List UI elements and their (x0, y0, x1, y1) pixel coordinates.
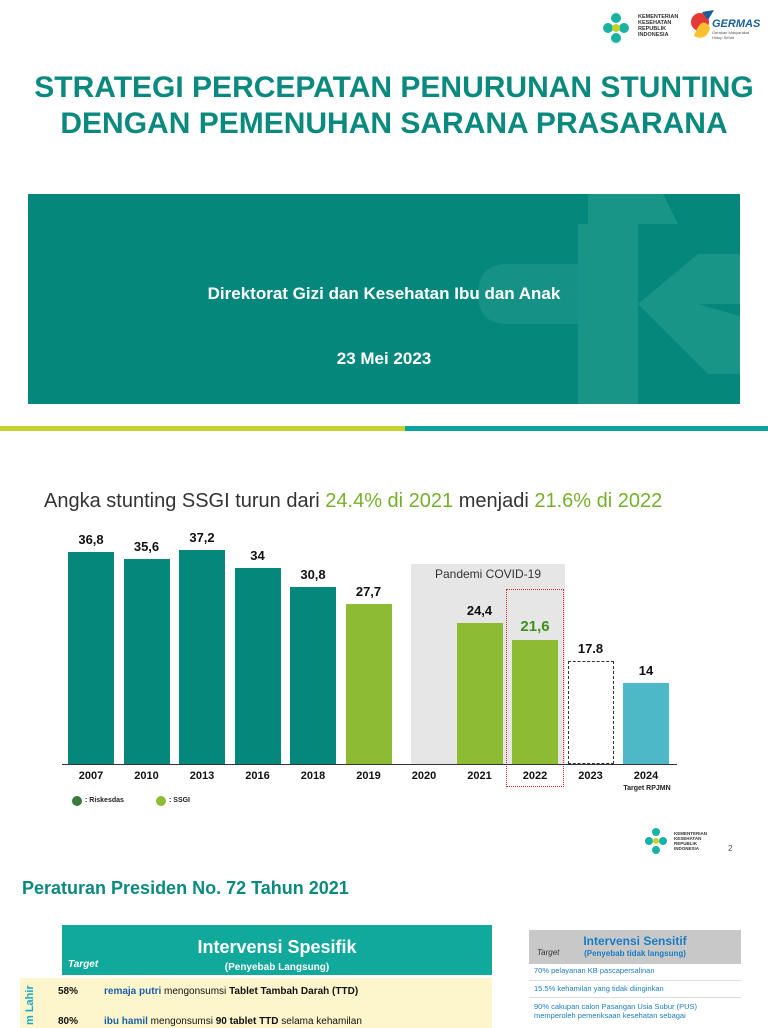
divider-stripe-teal (405, 426, 768, 431)
data-label: 35,6 (133, 538, 160, 554)
kemenkes-watermark-icon (478, 194, 740, 404)
x-tick-label: 2024 (633, 770, 659, 782)
kemenkes-logo (603, 13, 629, 43)
page-title: STRATEGI PERCEPATAN PENURUNAN STUNTING D… (20, 70, 768, 142)
kemenkes-footer-logo-text: KEMENTERIAN KESEHATAN REPUBLIK INDONESIA (674, 831, 708, 851)
bar (123, 558, 170, 764)
legend-label-ssgi: : SSGI (169, 797, 191, 804)
row-tail: selama kehamilan (278, 1016, 362, 1027)
sensitive-intervention-subtitle: (Penyebab tidak langsung) (584, 949, 686, 958)
germas-logo (691, 10, 714, 38)
legend-marker-riskesdas (72, 796, 82, 806)
covid-period-shade (411, 564, 565, 764)
title-line-1: STRATEGI PERCEPATAN PENURUNAN STUNTING (34, 71, 754, 104)
x-tick-label: 2010 (134, 770, 159, 782)
perpres-title: Peraturan Presiden No. 72 Tahun 2021 (22, 878, 349, 898)
bar (290, 586, 336, 764)
row-item: Tablet Tambah Darah (TTD) (229, 986, 359, 997)
specific-intervention-title: Intervensi Spesifik (197, 937, 357, 957)
bar (68, 552, 114, 764)
sensitive-intervention-header: Intervensi Sensitif (Penyebab tidak lang… (529, 930, 741, 964)
x-tick-label: 2016 (245, 770, 270, 782)
row-divider (529, 997, 741, 998)
sensitive-target-label: Target (537, 948, 560, 957)
specific-row: 58% remaja putri mengonsumsi Tablet Tamba… (58, 986, 358, 997)
data-label: 27,7 (355, 584, 382, 600)
headline-middle: menjadi (453, 490, 535, 512)
specific-intervention-body (20, 978, 492, 1028)
x-tick-label: 2021 (467, 770, 492, 782)
data-label: 37,2 (189, 529, 215, 545)
data-label: 34 (250, 548, 265, 564)
row-text: mengonsumsi (147, 1016, 216, 1027)
row-subject: ibu hamil (104, 1016, 148, 1027)
x-tick-label: 2022 (522, 770, 548, 782)
x-tick-label: 2018 (300, 770, 326, 782)
divider-stripe-lime (0, 426, 405, 431)
specific-intervention-subtitle: (Penyebab Langsung) (224, 962, 330, 973)
row-percentage: 80% (58, 1016, 79, 1027)
legend-label-riskesdas: : Riskesdas (85, 797, 124, 804)
x-tick-label: 2019 (356, 770, 381, 782)
row-item: 90 tablet TTD (215, 1016, 279, 1027)
germas-tagline: Gerakan Masyarakat Hidup Sehat (712, 30, 750, 40)
banner-subtitle: Direktorat Gizi dan Kesehatan Ibu dan An… (207, 284, 561, 303)
row-divider (529, 980, 741, 981)
x-tick-label: 2013 (189, 770, 215, 782)
group-side-label: m Lahir (24, 985, 36, 1025)
legend-marker-ssgi (156, 796, 166, 806)
row-text: mengonsumsi (161, 986, 230, 997)
data-label: 14 (638, 663, 654, 679)
chart-headline: Angka stunting SSGI turun dari 24.4% di … (44, 490, 662, 513)
title-line-2: DENGAN PEMENUHAN SARANA PRASARANA (60, 107, 728, 140)
target-rpjmn-label: Target RPJMN (623, 785, 671, 792)
bar (179, 549, 225, 764)
row-percentage: 58% (58, 986, 79, 997)
germas-logo-text: GERMAS (712, 18, 761, 30)
data-label: 36,8 (78, 532, 104, 547)
sensitive-row: 70% pelayanan KB pascapersalinan (534, 966, 655, 975)
page-number: 2 (728, 844, 733, 853)
covid-period-label: Pandemi COVID-19 (434, 567, 542, 581)
bar (623, 683, 669, 764)
headline-value-2021: 24.4% di 2021 (325, 490, 454, 512)
specific-intervention-header: Intervensi Spesifik (Penyebab Langsung) … (62, 925, 492, 975)
kemenkes-footer-logo (645, 828, 667, 854)
banner-date: 23 Mei 2023 (336, 349, 432, 368)
x-tick-label: 2020 (411, 770, 437, 782)
x-tick-label: 2023 (578, 770, 603, 782)
sensitive-row: 90% cakupan calon Pasangan Usia Subur (P… (534, 1002, 698, 1020)
x-tick-label: 2007 (78, 770, 104, 782)
bar (345, 604, 392, 764)
data-label: 17.8 (577, 641, 604, 657)
sensitive-row: 15.5% kehamilan yang tidak diinginkan (534, 984, 664, 993)
headline-prefix: Angka stunting SSGI turun dari (44, 490, 326, 512)
chart-x-axis (62, 764, 677, 765)
bar (567, 661, 614, 764)
title-banner: Direktorat Gizi dan Kesehatan Ibu dan An… (28, 194, 740, 404)
sensitive-intervention-title: Intervensi Sensitif (583, 934, 687, 948)
kemenkes-logo-text: KEMENTERIAN KESEHATAN REPUBLIK INDONESIA (638, 14, 679, 38)
specific-row: 80% ibu hamil mengonsumsi 90 tablet TTD s… (58, 1016, 362, 1027)
headline-value-2022: 21.6% di 2022 (534, 490, 663, 512)
row-subject: remaja putri (104, 986, 162, 997)
bar (234, 568, 281, 764)
specific-target-label: Target (68, 959, 99, 970)
data-label: 30,8 (300, 566, 326, 582)
